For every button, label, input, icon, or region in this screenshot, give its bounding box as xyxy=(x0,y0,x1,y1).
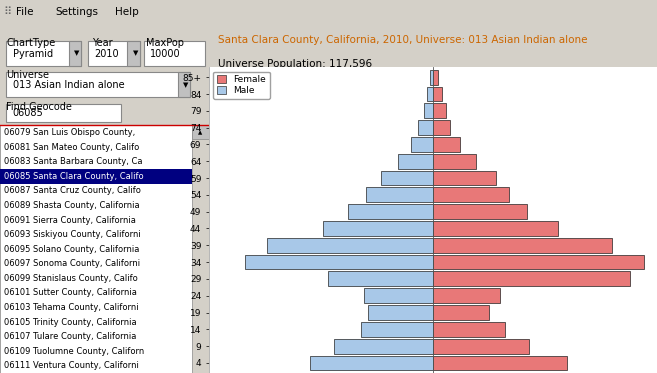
Text: Universe: Universe xyxy=(7,70,49,80)
FancyBboxPatch shape xyxy=(0,125,209,373)
Bar xyxy=(323,221,433,236)
Bar xyxy=(433,87,442,101)
Bar xyxy=(433,339,530,354)
Text: 06087 Santa Cruz County, Califo: 06087 Santa Cruz County, Califo xyxy=(4,186,141,195)
FancyBboxPatch shape xyxy=(7,41,81,66)
Text: Find Geocode: Find Geocode xyxy=(7,102,72,112)
Bar xyxy=(424,103,433,118)
Bar xyxy=(433,221,558,236)
Text: 013 Asian Indian alone: 013 Asian Indian alone xyxy=(12,80,124,90)
Text: Help: Help xyxy=(115,7,139,17)
Bar xyxy=(433,70,438,85)
Text: 06093 Siskiyou County, Californi: 06093 Siskiyou County, Californi xyxy=(4,230,141,239)
FancyBboxPatch shape xyxy=(7,72,190,97)
Bar xyxy=(334,339,433,354)
Bar xyxy=(433,154,476,169)
Bar xyxy=(433,188,509,202)
FancyBboxPatch shape xyxy=(127,41,140,66)
Text: 06107 Tulare County, California: 06107 Tulare County, California xyxy=(4,332,137,341)
Bar xyxy=(348,204,433,219)
Bar xyxy=(245,255,433,269)
FancyBboxPatch shape xyxy=(193,125,209,140)
Text: Universe Population: 117,596: Universe Population: 117,596 xyxy=(218,59,372,69)
Bar xyxy=(363,288,433,303)
Bar xyxy=(433,305,489,320)
Text: 06099 Stanislaus County, Califo: 06099 Stanislaus County, Califo xyxy=(4,274,138,283)
Text: 06079 San Luis Obispo County,: 06079 San Luis Obispo County, xyxy=(4,128,135,137)
Bar xyxy=(419,120,433,135)
Text: File: File xyxy=(16,7,34,17)
Bar xyxy=(433,103,445,118)
Text: Year: Year xyxy=(92,38,112,48)
Bar xyxy=(398,154,433,169)
Bar xyxy=(433,204,527,219)
Bar xyxy=(267,238,433,253)
Bar xyxy=(382,171,433,185)
Bar xyxy=(361,322,433,337)
Bar xyxy=(433,137,460,152)
Text: 06111 Ventura County, Californi: 06111 Ventura County, Californi xyxy=(4,361,139,370)
Text: Pyramid: Pyramid xyxy=(12,48,53,59)
Bar xyxy=(411,137,433,152)
Bar xyxy=(433,238,612,253)
FancyBboxPatch shape xyxy=(69,41,81,66)
Text: 06103 Tehama County, Californi: 06103 Tehama County, Californi xyxy=(4,303,139,312)
Text: 06085: 06085 xyxy=(12,108,43,118)
FancyBboxPatch shape xyxy=(144,41,205,66)
FancyBboxPatch shape xyxy=(88,41,140,66)
Bar xyxy=(430,70,433,85)
Bar xyxy=(368,305,433,320)
Text: 06097 Sonoma County, Californi: 06097 Sonoma County, Californi xyxy=(4,259,141,268)
Text: ▼: ▼ xyxy=(183,82,188,88)
Bar xyxy=(433,288,500,303)
Bar xyxy=(433,255,644,269)
FancyBboxPatch shape xyxy=(7,104,121,122)
FancyBboxPatch shape xyxy=(193,125,209,373)
Text: ChartType: ChartType xyxy=(7,38,56,48)
Text: ⠿: ⠿ xyxy=(3,7,11,17)
Text: 10000: 10000 xyxy=(150,48,181,59)
Bar xyxy=(433,120,451,135)
FancyBboxPatch shape xyxy=(177,72,190,97)
Bar xyxy=(433,171,495,185)
Text: 2010: 2010 xyxy=(94,48,119,59)
Bar xyxy=(433,272,630,286)
Text: 06101 Sutter County, California: 06101 Sutter County, California xyxy=(4,288,137,297)
Text: 06085 Santa Clara County, Califo: 06085 Santa Clara County, Califo xyxy=(4,172,144,181)
Text: Santa Clara County, California, 2010, Universe: 013 Asian Indian alone: Santa Clara County, California, 2010, Un… xyxy=(218,35,587,45)
Bar xyxy=(433,355,568,370)
Text: ▲: ▲ xyxy=(198,130,203,135)
Bar xyxy=(328,272,433,286)
Text: ▼: ▼ xyxy=(133,50,138,57)
Text: ▼: ▼ xyxy=(74,50,79,57)
Text: 06105 Trinity County, California: 06105 Trinity County, California xyxy=(4,317,137,326)
Bar xyxy=(426,87,433,101)
Bar xyxy=(433,322,505,337)
Legend: Female, Male: Female, Male xyxy=(214,72,269,99)
Bar xyxy=(309,355,433,370)
Text: MaxPop: MaxPop xyxy=(147,38,184,48)
Text: 06095 Solano County, California: 06095 Solano County, California xyxy=(4,245,139,254)
Text: 06091 Sierra County, California: 06091 Sierra County, California xyxy=(4,216,136,225)
Text: 06081 San Mateo County, Califo: 06081 San Mateo County, Califo xyxy=(4,143,139,152)
Text: 06083 Santa Barbara County, Ca: 06083 Santa Barbara County, Ca xyxy=(4,157,143,166)
Text: Settings: Settings xyxy=(56,7,99,17)
Bar xyxy=(366,188,433,202)
FancyBboxPatch shape xyxy=(0,169,193,184)
Text: 06089 Shasta County, California: 06089 Shasta County, California xyxy=(4,201,140,210)
Text: 06109 Tuolumne County, Californ: 06109 Tuolumne County, Californ xyxy=(4,347,145,355)
